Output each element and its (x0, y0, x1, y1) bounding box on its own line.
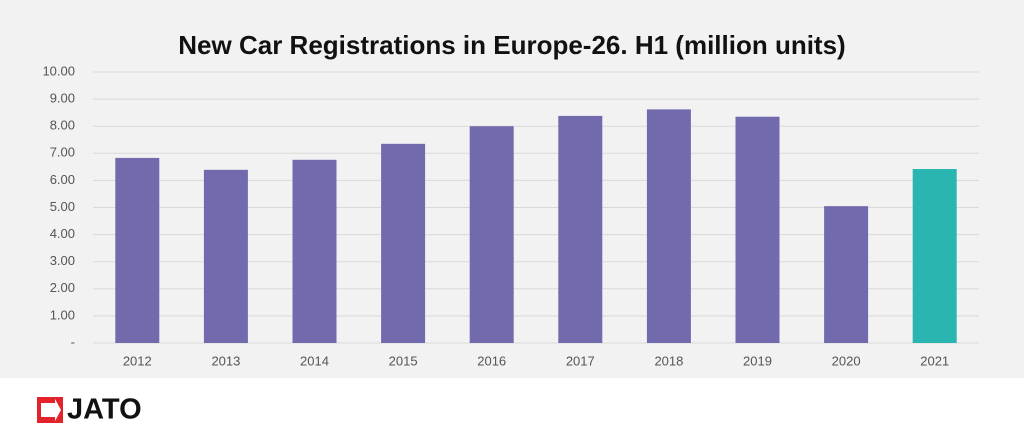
logo-text: JATO (67, 394, 142, 426)
x-tick-label: 2020 (832, 353, 861, 368)
bar (912, 169, 957, 343)
y-tick-label: 9.00 (50, 91, 75, 106)
x-tick-label: 2021 (920, 353, 949, 368)
bar (824, 206, 869, 343)
logo-icon (37, 397, 63, 423)
chart-title: New Car Registrations in Europe-26. H1 (… (178, 30, 845, 60)
y-tick-label: 8.00 (50, 118, 75, 133)
y-tick-label: 7.00 (50, 145, 75, 160)
y-tick-label: 6.00 (50, 172, 75, 187)
x-tick-label: 2013 (211, 353, 240, 368)
x-tick-label: 2012 (123, 353, 152, 368)
bar (203, 169, 248, 343)
y-tick-label: 10.00 (42, 63, 75, 78)
y-tick-label: 4.00 (50, 226, 75, 241)
x-tick-label: 2019 (743, 353, 772, 368)
bar (115, 157, 160, 343)
bar (646, 109, 691, 343)
x-tick-label: 2014 (300, 353, 329, 368)
y-tick-label: 1.00 (50, 307, 75, 322)
y-tick-label: 3.00 (50, 253, 75, 268)
x-tick-label: 2017 (566, 353, 595, 368)
bar (469, 126, 514, 343)
bar (292, 159, 337, 343)
bar (735, 116, 780, 343)
y-tick-label: - (71, 334, 75, 349)
logo-arrow (41, 399, 61, 421)
x-tick-label: 2018 (654, 353, 683, 368)
bar (381, 143, 426, 343)
x-tick-label: 2016 (477, 353, 506, 368)
y-tick-label: 5.00 (50, 199, 75, 214)
x-tick-label: 2015 (389, 353, 418, 368)
y-tick-label: 2.00 (50, 280, 75, 295)
bar (558, 115, 603, 343)
